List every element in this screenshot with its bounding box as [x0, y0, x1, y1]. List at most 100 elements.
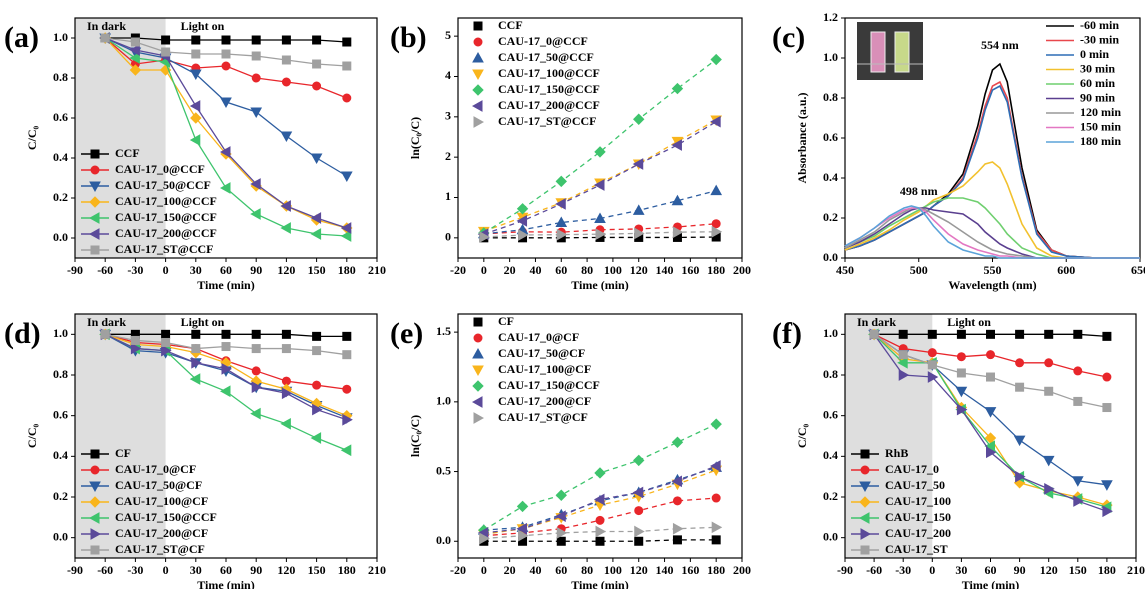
data-point	[1015, 358, 1025, 368]
legend-label: CAU-17_150@CCF	[498, 378, 600, 392]
annotation: In dark	[857, 315, 896, 329]
x-tick-label: -20	[450, 563, 466, 577]
legend-label: CAU-17_0	[885, 462, 939, 476]
legend-label: CAU-17_100@CF	[115, 494, 208, 508]
y-tick-label: 0.4	[53, 150, 68, 164]
panel-label: (d)	[4, 317, 41, 350]
legend-marker	[89, 481, 101, 493]
data-point	[221, 35, 231, 45]
data-point	[986, 446, 997, 459]
data-point	[281, 344, 291, 354]
x-tick-label: 40	[529, 263, 541, 277]
y-tick-label: 0.6	[823, 407, 838, 421]
data-point	[479, 532, 490, 545]
legend-label: CAU-17_50@CF	[498, 346, 585, 360]
data-point	[516, 500, 529, 513]
x-tick-label: -90	[67, 563, 83, 577]
x-tick-label: 650	[1131, 263, 1145, 277]
data-point	[595, 228, 607, 241]
legend-label: CAU-17_150@CCF	[115, 210, 217, 224]
data-point	[219, 146, 231, 158]
data-point	[161, 329, 171, 339]
legend-label: CAU-17_150@CCF	[115, 510, 217, 524]
data-point	[671, 194, 684, 206]
data-point	[671, 139, 682, 151]
x-tick-label: 20	[504, 263, 516, 277]
data-point	[219, 182, 231, 194]
data-point	[594, 212, 606, 223]
data-point	[312, 331, 322, 341]
annotation: 554 nm	[981, 38, 1019, 52]
data-point	[189, 373, 201, 385]
data-point	[555, 489, 567, 501]
data-point	[189, 100, 201, 112]
y-axis-title: Absorbance (a.u.)	[795, 92, 809, 183]
y-tick-label: 3	[445, 109, 451, 123]
legend-label: -30 min	[1080, 32, 1119, 46]
x-axis-title: Time (min)	[571, 578, 628, 589]
data-point	[927, 348, 937, 358]
legend-marker	[858, 512, 870, 524]
x-tick-label: 0	[481, 263, 487, 277]
legend-label: CAU-17_200@CF	[115, 526, 208, 540]
data-point	[342, 37, 352, 47]
data-point	[898, 329, 908, 339]
data-point	[251, 366, 261, 376]
legend-label: CAU-17_50@CCF	[498, 50, 594, 64]
x-tick-label: 600	[1057, 263, 1075, 277]
x-tick-label: 120	[630, 263, 648, 277]
x-tick-label: 60	[555, 563, 567, 577]
legend-label: 120 min	[1080, 105, 1121, 119]
data-point	[129, 64, 142, 76]
x-tick-label: 30	[190, 263, 202, 277]
y-tick-label: 0.6	[53, 110, 68, 124]
data-point	[671, 82, 684, 95]
legend-label: CAU-17_0@CCF	[115, 162, 205, 176]
data-point	[250, 178, 261, 190]
x-tick-label: -90	[837, 563, 853, 577]
data-point	[1073, 366, 1083, 376]
legend-label: CF	[115, 446, 131, 460]
legend-marker	[88, 512, 100, 524]
panel: -20 0 20 40 60 80 100 120 140 160 180 200 0 1 2 3 4 5 Time…	[390, 17, 751, 292]
plot-frame	[457, 17, 743, 259]
data-point	[710, 418, 722, 430]
data-point	[633, 454, 645, 467]
data-point	[1042, 455, 1055, 467]
data-point	[281, 329, 291, 339]
x-tick-label: 140	[656, 563, 674, 577]
y-tick-label: 0.2	[823, 489, 838, 503]
data-point	[632, 204, 645, 215]
data-point	[190, 112, 202, 124]
y-tick-label: 0.0	[436, 533, 451, 547]
legend-marker	[860, 545, 870, 555]
x-tick-label: 180	[338, 563, 356, 577]
legend-label: CAU-17_ST@CCF	[498, 114, 597, 128]
y-tick-label: 1.0	[53, 326, 68, 340]
y-tick-label: 5	[445, 28, 451, 42]
legend-marker	[471, 396, 483, 408]
data-point	[280, 131, 293, 143]
series-line	[844, 205, 1140, 259]
legend-marker	[860, 449, 870, 459]
x-axis-title: Wavelength (nm)	[948, 278, 1036, 292]
data-point	[516, 522, 528, 535]
x-tick-label: 30	[190, 563, 202, 577]
legend-label: CAU-17_50	[885, 478, 945, 492]
data-point	[710, 115, 721, 128]
x-tick-label: 180	[1098, 563, 1116, 577]
data-point	[161, 344, 172, 357]
data-point	[595, 536, 605, 546]
data-point	[342, 93, 352, 103]
y-tick-label: 1.0	[823, 50, 838, 64]
data-point	[342, 384, 352, 394]
data-point	[250, 208, 261, 220]
x-tick-label: 150	[1069, 563, 1087, 577]
legend-marker	[472, 69, 484, 81]
data-point	[711, 521, 723, 534]
data-point	[251, 35, 261, 45]
data-point	[1015, 329, 1025, 339]
data-point	[634, 506, 644, 516]
data-point	[956, 403, 968, 416]
